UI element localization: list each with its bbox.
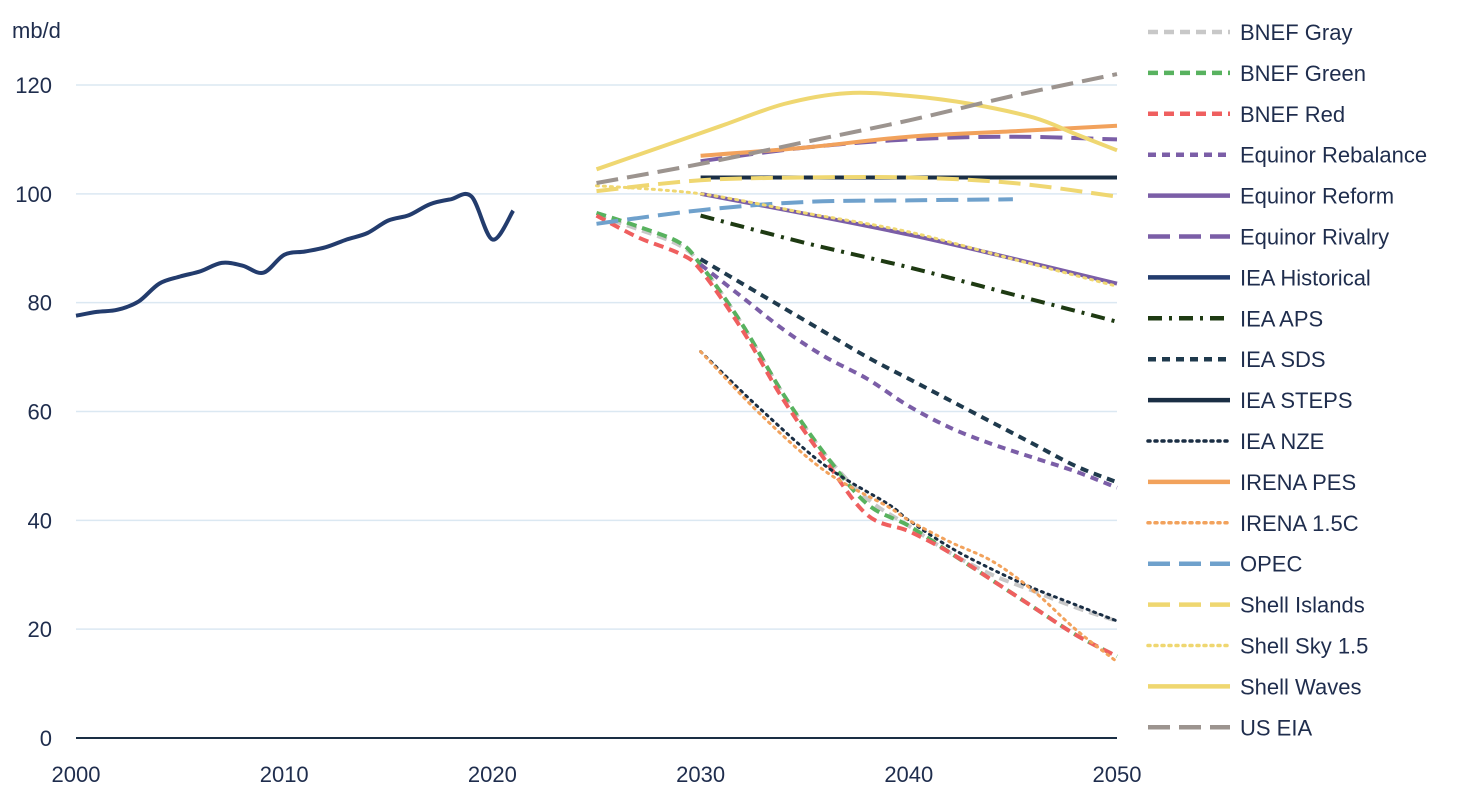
x-tick-label: 2040: [884, 762, 933, 787]
series-line-equinor-rebalance: [699, 263, 1118, 490]
legend-label: BNEF Green: [1240, 61, 1366, 86]
legend-label: IEA Historical: [1240, 265, 1371, 290]
legend-label: IEA APS: [1240, 306, 1323, 331]
legend-label: BNEF Red: [1240, 102, 1345, 127]
series-line-bnef-green: [595, 210, 1118, 659]
series-line-iea-nze: [699, 350, 1119, 623]
series-line-bnef-gray: [595, 213, 1118, 623]
y-tick-label: 60: [28, 400, 52, 425]
legend-item-iea-steps: IEA STEPS: [1148, 388, 1353, 413]
legend-item-equinor-rivalry: Equinor Rivalry: [1148, 225, 1389, 250]
legend-item-bnef-red: BNEF Red: [1148, 102, 1345, 127]
legend-label: Equinor Rebalance: [1240, 143, 1427, 168]
legend-label: IEA SDS: [1240, 347, 1326, 372]
legend-label: Shell Sky 1.5: [1240, 634, 1368, 659]
series-line-equinor-reform: [700, 191, 1118, 286]
series-line-irena-1-5c: [699, 350, 1119, 664]
y-tick-label: 0: [40, 726, 52, 751]
gridlines: [76, 84, 1117, 630]
y-axis-unit-label: mb/d: [12, 18, 61, 43]
series-lines: [75, 72, 1119, 664]
legend-label: Shell Islands: [1240, 593, 1365, 618]
legend-item-equinor-rebalance: Equinor Rebalance: [1148, 143, 1427, 168]
legend-item-iea-sds: IEA SDS: [1148, 347, 1326, 372]
series-line-iea-sds: [699, 257, 1118, 485]
series-line-iea-historical: [75, 191, 515, 318]
legend-label: US EIA: [1240, 715, 1312, 740]
legend-item-us-eia: US EIA: [1148, 715, 1312, 740]
legend-item-bnef-gray: BNEF Gray: [1148, 20, 1352, 45]
legend-item-equinor-reform: Equinor Reform: [1148, 184, 1394, 209]
y-tick-label: 40: [28, 508, 52, 533]
series-line-shell-islands: [596, 174, 1118, 199]
legend-item-iea-historical: IEA Historical: [1148, 265, 1371, 290]
legend-item-opec: OPEC: [1148, 552, 1302, 577]
legend-label: Equinor Reform: [1240, 184, 1394, 209]
legend-item-irena-pes: IRENA PES: [1148, 470, 1356, 495]
series-line-shell-sky-1-5: [595, 184, 1119, 288]
y-tick-label: 80: [28, 291, 52, 316]
legend-label: IRENA PES: [1240, 470, 1356, 495]
x-tick-label: 2030: [676, 762, 725, 787]
legend-item-shell-waves: Shell Waves: [1148, 674, 1361, 699]
legend-label: OPEC: [1240, 552, 1302, 577]
legend-label: IEA STEPS: [1240, 388, 1353, 413]
y-tick-label: 120: [15, 73, 52, 98]
legend-item-shell-sky-1-5: Shell Sky 1.5: [1146, 634, 1368, 659]
x-tick-label: 2050: [1093, 762, 1142, 787]
legend-item-iea-aps: IEA APS: [1148, 306, 1323, 331]
legend: BNEF Gray BNEF Green BNEF Red Equinor Rebal…: [1146, 20, 1427, 740]
x-tick-label: 2010: [260, 762, 309, 787]
y-tick-label: 100: [15, 182, 52, 207]
legend-label: BNEF Gray: [1240, 20, 1352, 45]
legend-item-bnef-green: BNEF Green: [1148, 61, 1366, 86]
series-line-shell-waves: [595, 90, 1118, 172]
legend-item-irena-1-5c: IRENA 1.5C: [1146, 511, 1359, 536]
series-line-us-eia: [596, 72, 1118, 185]
legend-label: IRENA 1.5C: [1240, 511, 1359, 536]
series-line-bnef-red: [595, 213, 1118, 659]
legend-item-iea-nze: IEA NZE: [1146, 429, 1324, 454]
series-line-opec: [596, 197, 1013, 226]
legend-label: Shell Waves: [1240, 674, 1361, 699]
legend-label: Equinor Rivalry: [1240, 225, 1389, 250]
y-tick-label: 20: [28, 617, 52, 642]
legend-label: IEA NZE: [1240, 429, 1324, 454]
series-line-iea-aps: [700, 213, 1118, 324]
x-tick-label: 2020: [468, 762, 517, 787]
x-tick-label: 2000: [52, 762, 101, 787]
legend-item-shell-islands: Shell Islands: [1148, 593, 1365, 618]
